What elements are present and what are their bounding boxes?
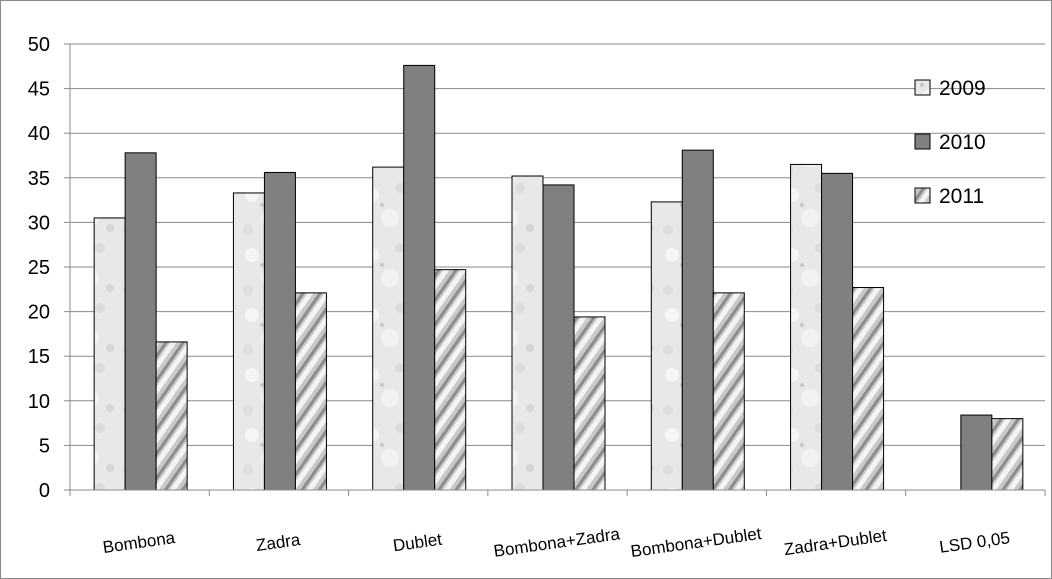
y-tick-label: 15: [28, 346, 50, 368]
bar-2010-0: [124, 152, 157, 491]
bar-2011-2: [434, 269, 467, 491]
y-tick-label: 5: [39, 435, 50, 457]
bar-2011-3: [573, 316, 606, 491]
y-tick-label: 30: [28, 212, 50, 234]
bar-2009-1: [232, 192, 265, 491]
bars: [93, 64, 1024, 491]
y-tick-label: 40: [28, 123, 50, 145]
y-tick-label: 35: [28, 168, 50, 190]
bar-2009-2: [372, 166, 405, 491]
bar-2011-4: [712, 292, 745, 491]
bar-2009-4: [650, 201, 683, 491]
y-tick-label: 25: [28, 257, 50, 279]
bar-2010-2: [403, 64, 436, 491]
bar-2011-5: [852, 287, 885, 491]
legend-label: 2011: [939, 185, 984, 208]
y-tick-label: 20: [28, 302, 50, 324]
bar-2010-4: [681, 149, 714, 491]
y-axis: 0 5 10 15 20 25 30 35 40 45 50: [28, 34, 70, 502]
bar-2010-1: [263, 171, 296, 491]
legend-swatch-2010: [914, 133, 931, 150]
bar-2011-1: [294, 292, 327, 491]
legend-label: 2010: [939, 131, 986, 154]
bar-2009-5: [790, 163, 823, 491]
bar-2009-3: [511, 175, 544, 491]
y-tick-label: 45: [28, 79, 50, 101]
y-tick-label: 50: [28, 34, 50, 56]
bar-2009-0: [93, 217, 126, 491]
legend-swatch-2011: [914, 187, 931, 204]
legend-swatch-2009: [914, 79, 931, 96]
bar-2010-3: [542, 184, 575, 491]
bar-2011-6: [991, 418, 1024, 491]
y-tick-label: 0: [39, 480, 50, 502]
bar-2010-6: [960, 414, 993, 491]
legend-label: 2009: [939, 77, 986, 100]
y-tick-label: 10: [28, 391, 50, 413]
legend: 2009 2010 2011: [914, 77, 986, 208]
bar-2010-5: [821, 172, 854, 491]
bar-2011-0: [155, 341, 188, 491]
